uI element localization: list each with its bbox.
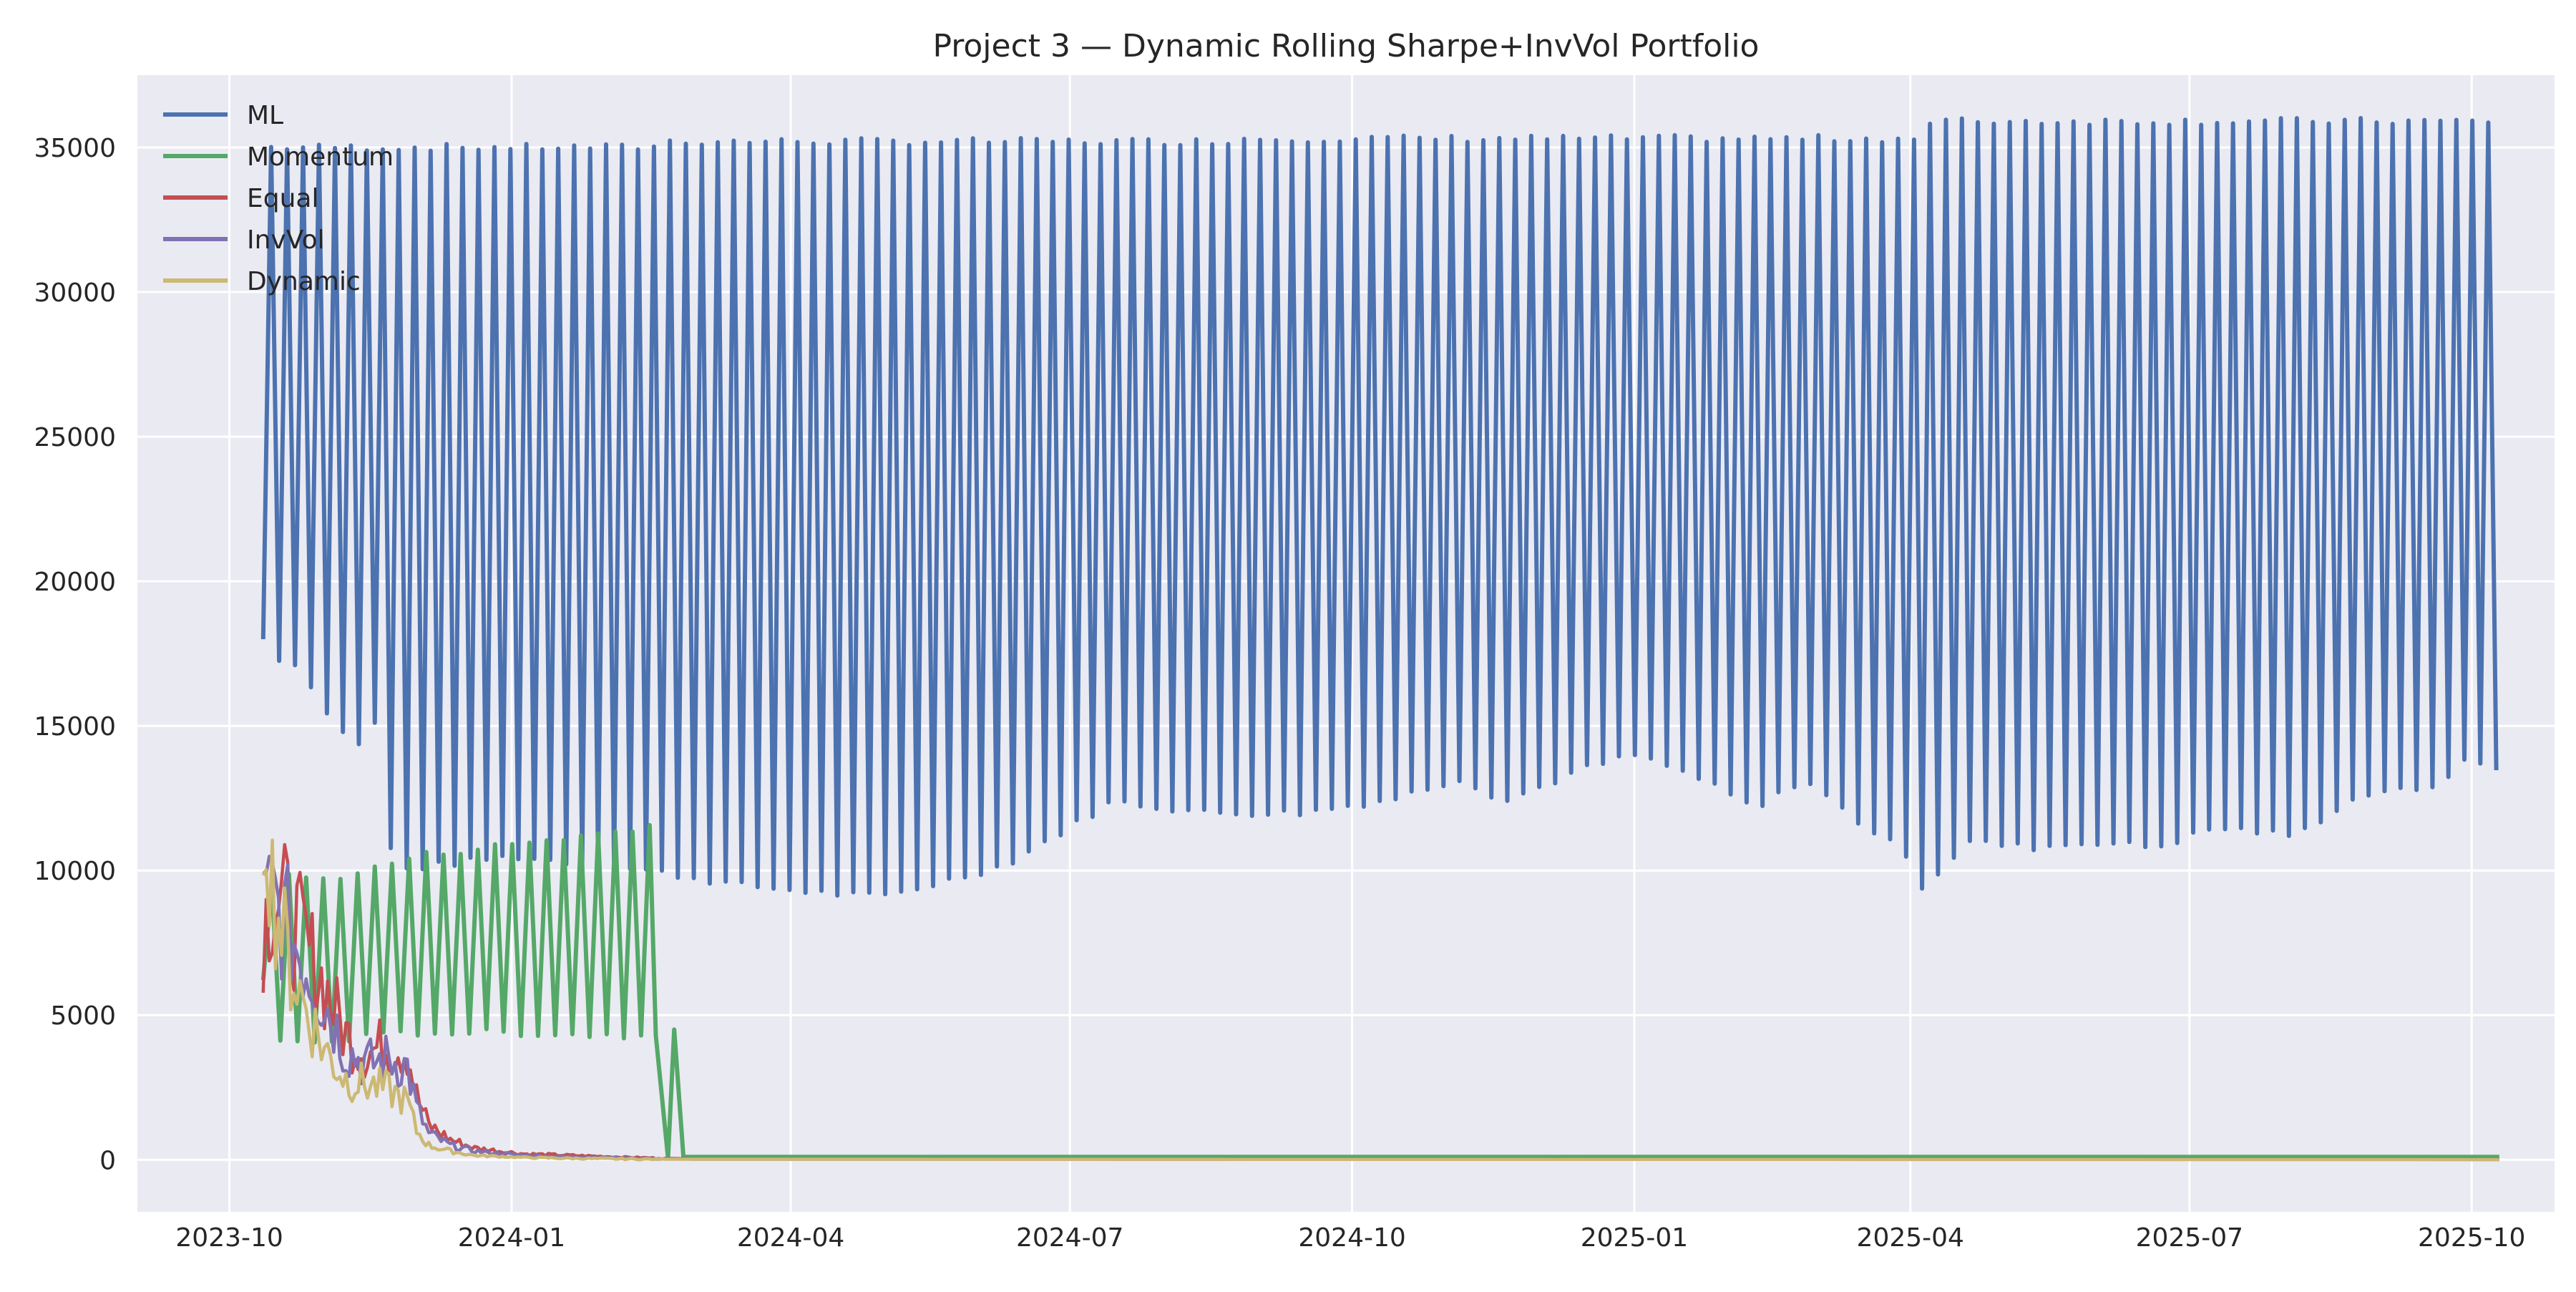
- x-tick-label: 2024-07: [1016, 1223, 1123, 1253]
- x-tick-label: 2025-01: [1581, 1223, 1688, 1253]
- x-tick-label: 2025-04: [1857, 1223, 1964, 1253]
- axes: 2023-10 2024-01 2024-04 2024-07 2024-10 2025-…: [34, 134, 2525, 1253]
- x-tick-label: 2023-10: [175, 1223, 283, 1253]
- legend-label-ml: ML: [247, 101, 283, 130]
- legend-label-invvol: InvVol: [247, 225, 325, 255]
- series-line-ml: [260, 116, 2499, 898]
- legend-label-dynamic: Dynamic: [247, 267, 361, 296]
- y-tick-label: 0: [99, 1146, 116, 1175]
- y-tick-label: 15000: [34, 712, 116, 742]
- legend-label-momentum: Momentum: [247, 142, 394, 172]
- y-tick-label: 10000: [34, 857, 116, 886]
- y-tick-label: 5000: [50, 1001, 116, 1031]
- y-tick-label: 35000: [34, 134, 116, 163]
- y-tick-label: 20000: [34, 568, 116, 597]
- x-tick-label: 2024-10: [1298, 1223, 1405, 1253]
- y-tick-label: 25000: [34, 423, 116, 452]
- chart-title: Project 3 — Dynamic Rolling Sharpe+InvVo…: [933, 28, 1760, 64]
- legend: ML Momentum Equal InvVol Dynamic: [163, 101, 394, 296]
- series-layer: [260, 116, 2499, 1162]
- y-tick-label: 30000: [34, 278, 116, 308]
- x-tick-label: 2025-10: [2418, 1223, 2525, 1253]
- x-tick-label: 2024-04: [737, 1223, 844, 1253]
- legend-label-equal: Equal: [247, 184, 318, 213]
- x-tick-label: 2024-01: [458, 1223, 565, 1253]
- series-line-dynamic: [261, 838, 2499, 1162]
- x-tick-label: 2025-07: [2136, 1223, 2243, 1253]
